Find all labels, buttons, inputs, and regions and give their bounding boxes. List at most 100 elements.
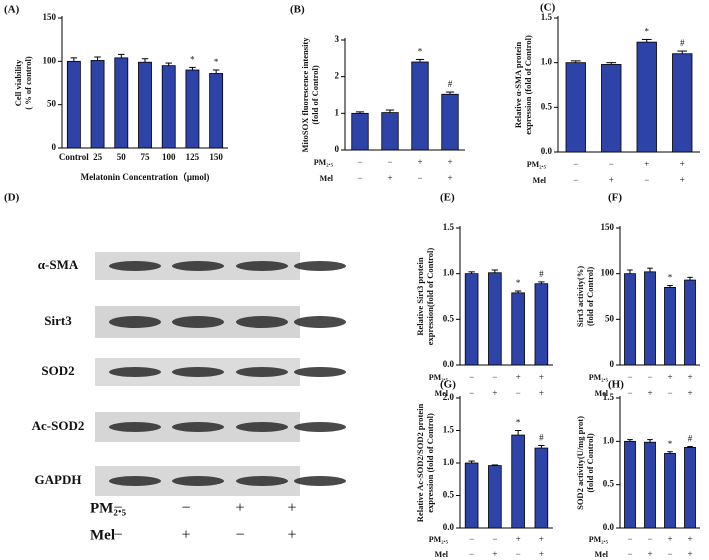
- error-bar: [468, 460, 475, 463]
- treatment-sign: +: [387, 173, 392, 183]
- treatment-sign: +: [687, 372, 692, 382]
- treatment-name: PM₂.₅: [429, 373, 449, 382]
- x-axis-label: Melatonin Concentration（μmol): [81, 172, 210, 182]
- bar: [511, 434, 525, 529]
- bar: [381, 112, 399, 151]
- treatment-sign: +: [492, 549, 497, 559]
- treatment-sign: −: [469, 388, 474, 398]
- bar: [624, 440, 636, 529]
- bar: [664, 453, 676, 529]
- error-bar: [468, 271, 475, 274]
- significance-marker: #: [448, 79, 453, 89]
- y-axis-label: Relative Ac-SOD2/SOD2 protein: [415, 404, 425, 523]
- error-bar: [514, 430, 522, 436]
- treatment-sign: −: [609, 159, 614, 169]
- blot-band: [109, 476, 161, 486]
- treatment-name: Mel: [90, 527, 115, 543]
- blot-band: [109, 261, 161, 271]
- y-tick-label: 0.0: [603, 522, 615, 532]
- error-bar: [627, 439, 633, 442]
- x-tick-label: 75: [141, 152, 151, 162]
- blot-band: [236, 476, 288, 486]
- bar: [601, 64, 622, 153]
- blot-band: [109, 316, 161, 328]
- treatment-sign: +: [647, 549, 652, 559]
- treatment-sign: −: [417, 173, 422, 183]
- significance-marker: #: [539, 433, 544, 443]
- bar: [464, 462, 479, 529]
- y-tick-label: 1.0: [443, 268, 455, 278]
- treatment-sign: +: [680, 159, 685, 169]
- treatment-sign: +: [447, 157, 452, 167]
- treatment-sign: +: [687, 549, 692, 559]
- treatment-sign: +: [492, 388, 497, 398]
- bar: [90, 60, 105, 149]
- treatment-name: Mel: [595, 389, 609, 398]
- blot-band: [236, 316, 288, 328]
- x-tick-label: Control: [59, 152, 89, 162]
- error-bar: [355, 111, 365, 114]
- treatment-sign: +: [609, 175, 614, 185]
- treatment-sign: −: [667, 388, 672, 398]
- treatment-sign: −: [667, 549, 672, 559]
- protein-label: SOD2: [41, 363, 74, 378]
- y-axis-label: SOD2 activity(U/mg prot): [575, 416, 585, 510]
- blot-band: [172, 367, 224, 377]
- error-bar: [141, 58, 149, 63]
- treatment-name: Mel: [435, 550, 449, 559]
- y-tick-label: 1.5: [443, 222, 455, 232]
- y-axis-label: Cell viability: [13, 59, 23, 106]
- treatment-sign: −: [357, 157, 362, 167]
- treatment-sign: −: [235, 527, 244, 544]
- error-bar: [165, 62, 172, 66]
- error-bar: [415, 58, 425, 62]
- protein-label: GAPDH: [35, 472, 82, 487]
- error-bar: [538, 444, 545, 449]
- significance-marker: *: [668, 439, 673, 449]
- y-axis-label: ( % of control): [23, 56, 33, 110]
- y-axis-label: Relative Sirt3 protein: [415, 257, 425, 335]
- y-tick-label: 0.5: [603, 479, 615, 489]
- blot-band: [294, 422, 346, 432]
- y-tick-label: 0.5: [443, 313, 455, 323]
- error-bar: [641, 38, 652, 43]
- y-axis-label: (fold of Control): [585, 267, 595, 327]
- blot-band: [236, 422, 288, 432]
- treatment-sign: +: [539, 534, 544, 544]
- bar: [161, 65, 176, 149]
- bar: [185, 69, 200, 149]
- significance-marker: *: [418, 46, 423, 56]
- blot-band: [172, 316, 224, 328]
- y-tick-label: 2: [335, 71, 340, 81]
- error-bar: [118, 53, 125, 58]
- bar: [464, 273, 479, 366]
- protein-label: Ac-SOD2: [32, 418, 85, 433]
- bar: [411, 61, 429, 151]
- bar: [114, 57, 129, 149]
- treatment-sign: −: [516, 388, 521, 398]
- treatment-sign: +: [287, 500, 296, 517]
- treatment-sign: +: [667, 534, 672, 544]
- error-bar: [212, 69, 220, 74]
- treatment-sign: −: [627, 388, 632, 398]
- x-tick-label: 150: [209, 152, 223, 162]
- error-bar: [687, 276, 693, 281]
- treatment-sign: −: [647, 372, 652, 382]
- bar: [565, 62, 586, 153]
- treatment-name: PM₂.₅: [90, 500, 127, 516]
- y-axis-label: expression(fold of Control): [425, 248, 435, 346]
- bar: [209, 73, 224, 149]
- treatment-sign: +: [235, 500, 244, 517]
- y-tick-label: 150: [43, 12, 57, 22]
- treatment-sign: −: [387, 157, 392, 167]
- blot-band: [172, 261, 224, 271]
- significance-marker: *: [190, 54, 195, 64]
- treatment-sign: +: [687, 388, 692, 398]
- y-axis-label: expression (fold of Control): [523, 35, 533, 135]
- treatment-name: Mel: [320, 174, 334, 183]
- y-tick-label: 3: [335, 34, 340, 44]
- bar: [636, 41, 657, 153]
- treatment-sign: −: [627, 372, 632, 382]
- bar: [534, 283, 549, 366]
- y-tick-label: 0: [52, 142, 57, 152]
